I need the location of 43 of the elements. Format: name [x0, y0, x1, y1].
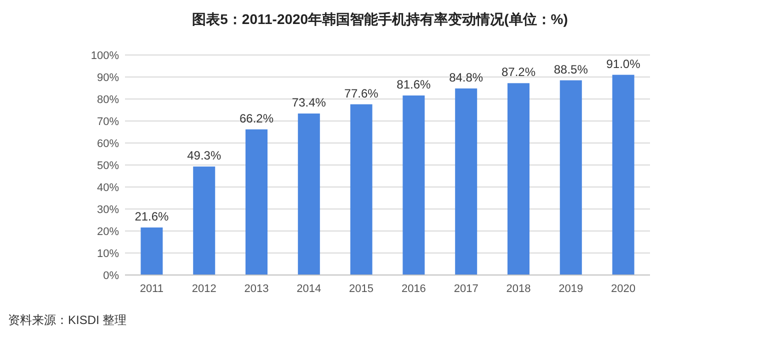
- x-tick-label: 2012: [192, 283, 216, 295]
- bar: [612, 74, 634, 275]
- y-tick-label: 50%: [96, 160, 120, 172]
- y-tick-label: 70%: [96, 116, 120, 128]
- x-tick-label: 2013: [244, 283, 269, 295]
- y-tick-label: 80%: [96, 94, 120, 106]
- bar: [455, 88, 478, 275]
- x-tick-label: 2011: [140, 283, 164, 295]
- x-tick-label: 2017: [454, 283, 478, 295]
- y-tick-label: 40%: [96, 182, 120, 194]
- x-tick-label: 2015: [349, 283, 374, 295]
- x-tick-label: 2014: [296, 283, 322, 295]
- x-tick-label: 2018: [506, 283, 531, 295]
- text: 资料来源：KISDI 整理: [8, 313, 127, 327]
- x-tick-label: 2016: [401, 283, 426, 295]
- chart-title: 图表5：2011-2020年韩国智能手机持有率变动情况(单位：%): [192, 11, 568, 27]
- y-tick-label: 0%: [103, 270, 120, 282]
- data-label: 66.2%: [239, 111, 274, 126]
- y-tick-label: 60%: [96, 138, 120, 150]
- x-tick-label: 2019: [558, 283, 584, 295]
- data-label: 84.8%: [449, 70, 484, 84]
- bar: [507, 83, 530, 275]
- y-tick-label: 100%: [90, 50, 120, 62]
- y-tick-label: 10%: [96, 248, 120, 260]
- x-tick-label: 2020: [611, 283, 636, 295]
- data-label: 91.0%: [606, 56, 641, 71]
- data-label: 87.2%: [501, 65, 536, 80]
- data-label: 73.4%: [292, 96, 326, 110]
- y-tick-label: 90%: [96, 72, 120, 84]
- data-label: 88.5%: [554, 62, 588, 76]
- bar: [193, 166, 216, 275]
- data-label: 49.3%: [187, 148, 222, 163]
- data-label: 77.6%: [344, 86, 379, 100]
- data-label: 21.6%: [134, 209, 170, 224]
- bar: [560, 80, 582, 275]
- y-tick-label: 20%: [96, 226, 120, 238]
- data-label: 81.6%: [396, 77, 432, 92]
- bar: [140, 227, 163, 275]
- y-tick-label: 30%: [96, 204, 120, 216]
- bar: [246, 129, 268, 275]
- bar: [350, 104, 372, 275]
- bar: [402, 95, 425, 275]
- bar: [298, 114, 320, 275]
